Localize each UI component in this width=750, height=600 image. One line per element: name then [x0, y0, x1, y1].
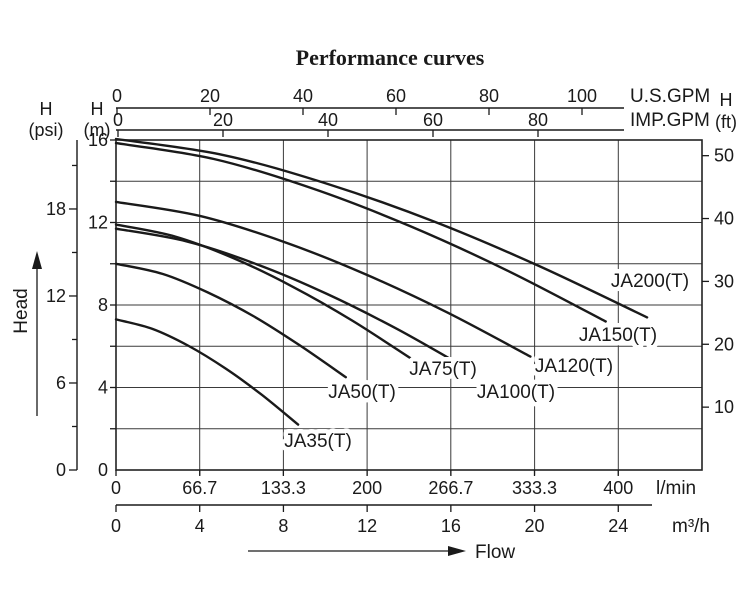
l-min-tick-label: 400 [603, 478, 633, 498]
m3h-tick-label: 12 [357, 516, 377, 536]
m3h-tick-label: 8 [278, 516, 288, 536]
us-gpm-tick-label: 60 [386, 86, 406, 106]
ft-tick-label: 30 [714, 271, 734, 291]
us-gpm-tick-label: 100 [567, 86, 597, 106]
ft-tick-label: 20 [714, 334, 734, 354]
l-min-tick-label: 200 [352, 478, 382, 498]
l-min-tick-label: 266.7 [428, 478, 473, 498]
pump-curve-ja50t [114, 262, 347, 379]
head-axis-label: Head [11, 288, 32, 333]
us-gpm-tick-label: 20 [200, 86, 220, 106]
m-tick-label: 0 [98, 460, 108, 480]
pump-curve-ja150t [114, 141, 607, 323]
pump-curves [114, 137, 649, 426]
l-min-tick-label: 133.3 [261, 478, 306, 498]
curve-label-ja100t: JA100(T) [477, 382, 555, 403]
flow-direction-arrow: Flow [248, 542, 515, 563]
curve-labels: JA35(T) JA50(T) JA75(T)JA100(T) JA120(T) JA1… [280, 267, 694, 457]
curve-label-ja120t: JA120(T) [535, 356, 613, 377]
flow-arrowhead-icon [448, 546, 466, 556]
l-min-tick-label: 0 [111, 478, 121, 498]
l-min-tick-label: 333.3 [512, 478, 557, 498]
curve-label-ja75t: JA75(T) [409, 359, 477, 380]
m3h-tick-label: 0 [111, 516, 121, 536]
pump-curve-ja75t [114, 223, 413, 360]
m-tick-label: 4 [98, 378, 108, 398]
curve-label-ja150t: JA150(T) [579, 325, 657, 346]
chart-title: Performance curves [296, 45, 485, 70]
imp-gpm-tick-label: 0 [113, 110, 123, 130]
imp-gpm-tick-label: 40 [318, 110, 338, 130]
m3h-tick-label: 24 [608, 516, 628, 536]
curve-label-ja35t: JA35(T) [284, 431, 352, 452]
psi-tick-label: 0 [56, 460, 66, 480]
psi-tick-label: 18 [46, 199, 66, 219]
m-axis-header-unit: (m) [84, 120, 111, 140]
ft-axis-header-symbol: H [720, 90, 733, 110]
us-gpm-tick-label: 0 [112, 86, 122, 106]
psi-tick-label: 12 [46, 286, 66, 306]
m-axis-header-symbol: H [91, 99, 104, 119]
ft-tick-label: 10 [714, 397, 734, 417]
pump-curve-ja100t [114, 227, 469, 371]
flow-axis-label: Flow [475, 542, 515, 563]
us-gpm-unit-label: U.S.GPM [630, 86, 710, 107]
us-gpm-tick-label: 80 [479, 86, 499, 106]
curve-label-ja50t: JA50(T) [328, 382, 396, 403]
imp-gpm-tick-label: 80 [528, 110, 548, 130]
m-tick-label: 12 [88, 213, 108, 233]
ft-tick-label: 40 [714, 209, 734, 229]
m-tick-label: 8 [98, 295, 108, 315]
us-gpm-tick-label: 40 [293, 86, 313, 106]
head-arrowhead-icon [32, 251, 42, 269]
imp-gpm-unit-label: IMP.GPM [630, 110, 710, 131]
ft-tick-label: 50 [714, 146, 734, 166]
m3h-tick-label: 16 [441, 516, 461, 536]
m3h-unit-label: m³/h [672, 516, 710, 537]
pump-curve-ja120t [114, 200, 532, 358]
psi-axis-header-unit: (psi) [29, 120, 64, 140]
m3h-tick-label: 20 [525, 516, 545, 536]
l-min-tick-label: 66.7 [182, 478, 217, 498]
imp-gpm-tick-label: 60 [423, 110, 443, 130]
pump-curve-ja35t [114, 318, 300, 426]
pump-curve-ja200t [114, 137, 649, 319]
curve-label-ja200t: JA200(T) [611, 271, 689, 292]
gridlines [116, 140, 702, 475]
psi-axis-header-symbol: H [40, 99, 53, 119]
m-tick-label: 16 [88, 130, 108, 150]
ft-axis-header-unit: (ft) [715, 112, 737, 132]
imp-gpm-tick-label: 20 [213, 110, 233, 130]
l-min-unit-label: l/min [656, 478, 696, 499]
head-direction-arrow: Head [11, 251, 42, 416]
psi-tick-label: 6 [56, 373, 66, 393]
m3h-tick-label: 4 [195, 516, 205, 536]
